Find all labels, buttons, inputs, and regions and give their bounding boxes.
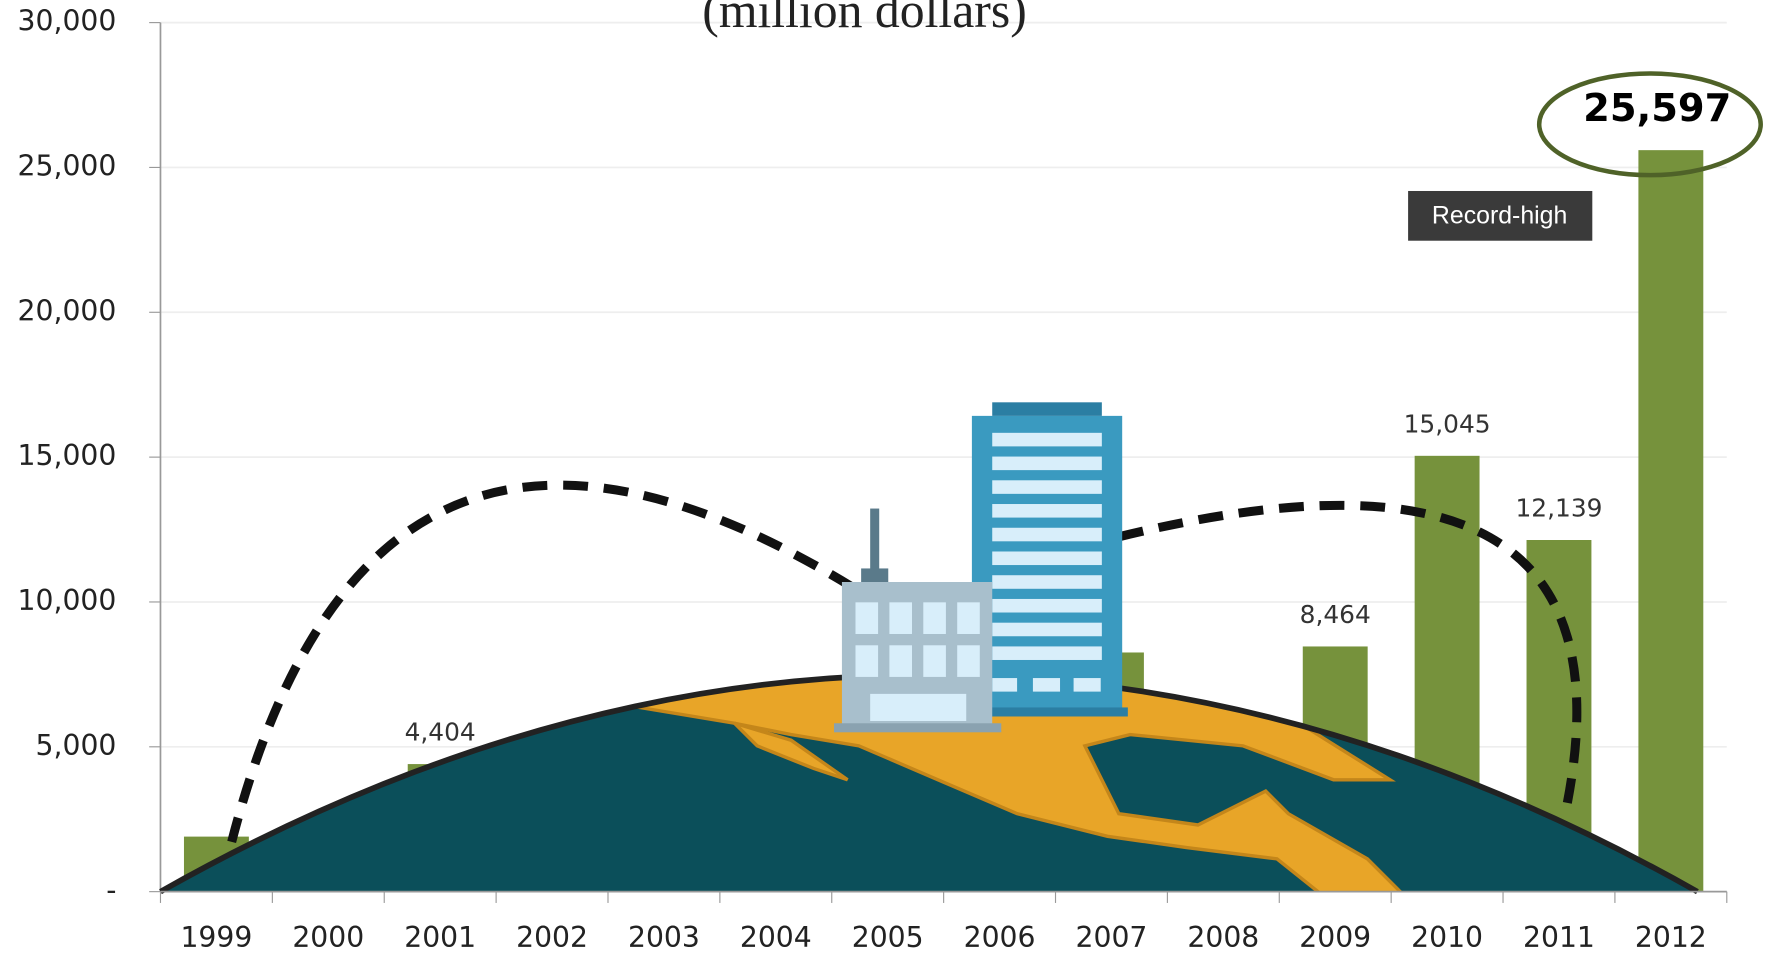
y-tick-label: 10,000 [18,584,117,617]
y-tick-label: 15,000 [18,439,117,472]
highlight-ellipse [1536,71,1763,178]
plot: - 5,000 10,000 15,000 20,000 25,000 30,000 1999… [18,0,1763,955]
labels: - 5,000 10,000 15,000 20,000 25,000 30,000 1999… [18,5,1732,955]
x-tick-label: 1999 [180,921,252,954]
y-tick-label: 5,000 [36,729,117,762]
x-tick-label: 2004 [740,921,812,954]
x-tick-label: 2008 [1187,921,1259,954]
x-tick-label: 2001 [404,921,476,954]
land [632,674,1417,892]
x-tick-label: 2010 [1411,921,1483,954]
globe [159,671,1699,895]
x-tick-label: 2003 [628,921,700,954]
x-tick-label: 2006 [964,921,1036,954]
annotation: Record-high [1432,202,1567,230]
y-tick-label: - [106,874,116,907]
value-label: 25,597 [1583,86,1731,131]
value-label: 15,045 [1404,409,1491,438]
buildings [834,402,1128,733]
bar [1638,150,1704,892]
x-tick-label: 2011 [1523,921,1595,954]
x-tick-label: 2000 [292,921,364,954]
value-label: 8,464 [1300,600,1371,629]
x-tick-label: 2005 [852,921,924,954]
y-tick-label: 20,000 [18,294,117,327]
chart-title: (million dollars) [702,0,1027,38]
x-tick-label: 2007 [1076,921,1148,954]
x-tick-label: 2009 [1299,921,1371,954]
y-tick-label: 30,000 [18,5,117,38]
value-label: 12,139 [1515,493,1602,522]
x-tick-label: 2012 [1635,921,1707,954]
x-tick-label: 2002 [516,921,588,954]
y-tick-label: 25,000 [18,149,117,182]
annotation-box [1408,190,1593,241]
value-label: 4,404 [405,718,476,747]
dashed-arcs [227,480,1582,844]
